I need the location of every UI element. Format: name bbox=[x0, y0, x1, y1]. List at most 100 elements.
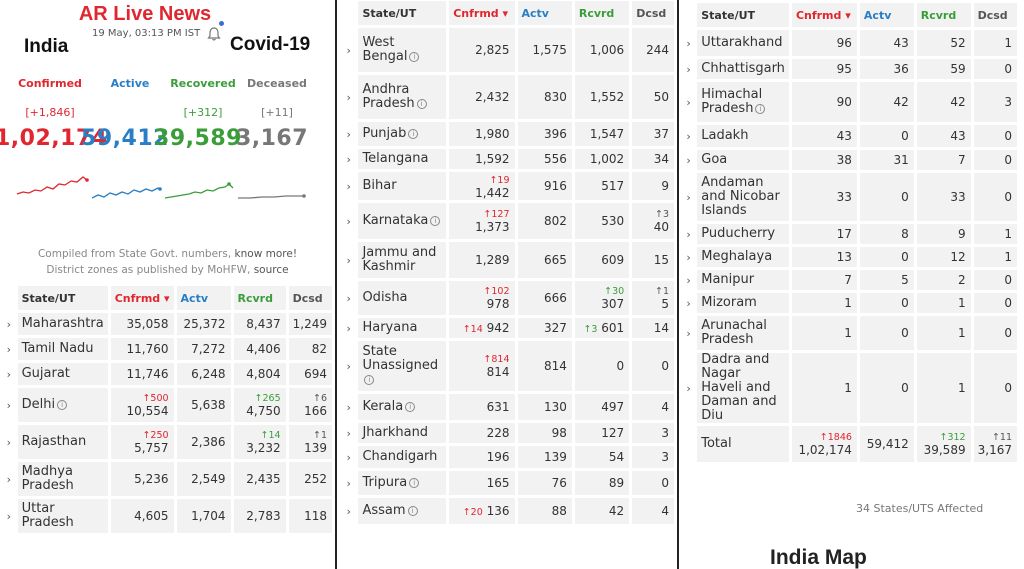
expand-chevron-icon[interactable]: › bbox=[342, 423, 356, 443]
expand-chevron-icon[interactable]: › bbox=[342, 122, 356, 146]
table-row[interactable]: › West Bengal i 2,825 1,575 1,006 244 bbox=[342, 28, 674, 72]
table-row[interactable]: › Rajasthan ↑250 5,757 2,386 ↑14 3,232 ↑1 139 bbox=[3, 425, 332, 459]
table-row[interactable]: › Meghalaya 13 0 12 1 bbox=[683, 247, 1017, 267]
table-row[interactable]: › Assam i ↑20 136 88 42 4 bbox=[342, 498, 674, 524]
expand-chevron-icon[interactable]: › bbox=[342, 242, 356, 278]
table-row[interactable]: › Manipur 7 5 2 0 bbox=[683, 270, 1017, 290]
state-header[interactable]: State/UT bbox=[697, 3, 789, 27]
expand-chevron-icon[interactable]: › bbox=[342, 498, 356, 524]
expand-chevron-icon[interactable]: › bbox=[683, 293, 695, 313]
expand-chevron-icon[interactable]: › bbox=[342, 471, 356, 495]
expand-chevron-icon[interactable]: › bbox=[342, 172, 356, 200]
expand-chevron-icon[interactable]: › bbox=[342, 281, 356, 315]
know-more-link[interactable]: know more! bbox=[234, 248, 298, 260]
table-row[interactable]: › Andhra Pradesh i 2,432 830 1,552 50 bbox=[342, 75, 674, 119]
expand-chevron-icon[interactable]: › bbox=[683, 30, 695, 56]
info-icon[interactable]: i bbox=[407, 505, 418, 516]
table-row[interactable]: › Punjab i 1,980 396 1,547 37 bbox=[342, 122, 674, 146]
expand-chevron-icon[interactable]: › bbox=[3, 425, 15, 459]
table-row[interactable]: › Tripura i 165 76 89 0 bbox=[342, 471, 674, 495]
source-link[interactable]: source bbox=[253, 264, 289, 276]
confirmed-cell: 1,980 bbox=[449, 122, 515, 146]
active-header[interactable]: Actv bbox=[859, 3, 914, 27]
expand-chevron-icon[interactable]: › bbox=[342, 75, 356, 119]
deceased-header[interactable]: Dcsd bbox=[973, 3, 1017, 27]
table-row[interactable]: › Uttar Pradesh 4,605 1,704 2,783 118 bbox=[3, 499, 332, 533]
expand-chevron-icon[interactable]: › bbox=[342, 394, 356, 420]
state-header[interactable]: State/UT bbox=[358, 1, 447, 25]
info-icon[interactable]: i bbox=[409, 477, 420, 488]
expand-chevron-icon[interactable]: › bbox=[683, 59, 695, 79]
table-row[interactable]: › Goa 38 31 7 0 bbox=[683, 150, 1017, 170]
table-row[interactable]: › Maharashtra 35,058 25,372 8,437 1,249 bbox=[3, 313, 332, 335]
info-icon[interactable]: i bbox=[755, 103, 766, 114]
confirmed-header[interactable]: Cnfrmd ▾ bbox=[110, 286, 174, 310]
expand-chevron-icon[interactable]: › bbox=[683, 316, 695, 350]
info-icon[interactable]: i bbox=[364, 374, 375, 385]
info-icon[interactable]: i bbox=[405, 401, 416, 412]
table-row[interactable]: › Jharkhand 228 98 127 3 bbox=[342, 423, 674, 443]
state-header[interactable]: State/UT bbox=[17, 286, 108, 310]
table-row[interactable]: › Gujarat 11,746 6,248 4,804 694 bbox=[3, 363, 332, 385]
info-icon[interactable]: i bbox=[409, 51, 420, 62]
expand-chevron-icon[interactable]: › bbox=[3, 363, 15, 385]
table-row[interactable]: › Arunachal Pradesh 1 0 1 0 bbox=[683, 316, 1017, 350]
expand-chevron-icon[interactable]: › bbox=[342, 341, 356, 391]
deceased-header[interactable]: Dcsd bbox=[288, 286, 332, 310]
expand-chevron-icon[interactable]: › bbox=[683, 125, 695, 147]
expand-chevron-icon[interactable]: › bbox=[683, 353, 695, 423]
expand-chevron-icon[interactable]: › bbox=[683, 173, 695, 221]
recovered-header[interactable]: Rcvrd bbox=[574, 1, 630, 25]
table-row[interactable]: › Dadra and Nagar Haveli and Daman and Di… bbox=[683, 353, 1017, 423]
table-row[interactable]: › Madhya Pradesh 5,236 2,549 2,435 252 bbox=[3, 462, 332, 496]
recovered-header[interactable]: Rcvrd bbox=[916, 3, 971, 27]
expand-chevron-icon[interactable]: › bbox=[683, 247, 695, 267]
table-row[interactable]: › Puducherry 17 8 9 1 bbox=[683, 224, 1017, 244]
active-header[interactable]: Actv bbox=[517, 1, 572, 25]
expand-chevron-icon[interactable]: › bbox=[683, 224, 695, 244]
table-row[interactable]: › Telangana 1,592 556 1,002 34 bbox=[342, 149, 674, 169]
expand-chevron-icon[interactable]: › bbox=[342, 203, 356, 239]
expand-chevron-icon[interactable]: › bbox=[3, 313, 15, 335]
table-row[interactable]: › Karnataka i ↑127 1,373 802 530 ↑3 40 bbox=[342, 203, 674, 239]
table-row[interactable]: › Mizoram 1 0 1 0 bbox=[683, 293, 1017, 313]
table-row[interactable]: › Himachal Pradesh i 90 42 42 3 bbox=[683, 82, 1017, 122]
table-row[interactable]: › Bihar ↑19 1,442 916 517 9 bbox=[342, 172, 674, 200]
confirmed-header[interactable]: Cnfrmd ▾ bbox=[791, 3, 857, 27]
recovered-header[interactable]: Rcvrd bbox=[233, 286, 286, 310]
deceased-header[interactable]: Dcsd bbox=[632, 1, 674, 25]
table-row[interactable]: › Delhi i ↑500 10,554 5,638 ↑265 4,750 ↑6 166 bbox=[3, 388, 332, 422]
table-row[interactable]: › Chhattisgarh 95 36 59 0 bbox=[683, 59, 1017, 79]
table-row[interactable]: › Andaman and Nicobar Islands 33 0 33 0 bbox=[683, 173, 1017, 221]
info-icon[interactable]: i bbox=[416, 98, 427, 109]
expand-chevron-icon[interactable]: › bbox=[342, 149, 356, 169]
table-row[interactable]: › Odisha ↑102 978 666 ↑30 307 ↑1 5 bbox=[342, 281, 674, 315]
expand-chevron-icon[interactable]: › bbox=[342, 446, 356, 468]
expand-chevron-icon[interactable]: › bbox=[3, 499, 15, 533]
expand-chevron-icon[interactable]: › bbox=[683, 150, 695, 170]
table-row[interactable]: › Ladakh 43 0 43 0 bbox=[683, 125, 1017, 147]
bell-icon[interactable] bbox=[206, 26, 222, 42]
table-row[interactable]: › Jammu and Kashmir 1,289 665 609 15 bbox=[342, 242, 674, 278]
expand-chevron-icon[interactable]: › bbox=[3, 462, 15, 496]
state-name-cell: Rajasthan bbox=[17, 425, 108, 459]
expand-chevron-icon[interactable]: › bbox=[3, 388, 15, 422]
active-header[interactable]: Actv bbox=[176, 286, 231, 310]
info-icon[interactable]: i bbox=[408, 128, 419, 139]
expand-chevron-icon[interactable]: › bbox=[342, 28, 356, 72]
expand-chevron-icon[interactable]: › bbox=[683, 82, 695, 122]
expand-chevron-icon[interactable]: › bbox=[3, 338, 15, 360]
info-icon[interactable]: i bbox=[430, 215, 441, 226]
confirmed-header[interactable]: Cnfrmd ▾ bbox=[449, 1, 515, 25]
table-row[interactable]: › State Unassignedi ↑814 814 814 0 0 bbox=[342, 341, 674, 391]
table-row[interactable]: › Tamil Nadu 11,760 7,272 4,406 82 bbox=[3, 338, 332, 360]
table-row[interactable]: › Kerala i 631 130 497 4 bbox=[342, 394, 674, 420]
info-icon[interactable]: i bbox=[57, 399, 68, 410]
active-cell: 2,386 bbox=[176, 425, 231, 459]
table-row[interactable]: › Uttarakhand 96 43 52 1 bbox=[683, 30, 1017, 56]
table-row[interactable]: › Chandigarh 196 139 54 3 bbox=[342, 446, 674, 468]
expand-chevron-icon[interactable]: › bbox=[683, 270, 695, 290]
active-cell: 130 bbox=[517, 394, 572, 420]
expand-chevron-icon[interactable]: › bbox=[342, 318, 356, 338]
table-row[interactable]: › Haryana ↑14 942 327 ↑3 601 14 bbox=[342, 318, 674, 338]
